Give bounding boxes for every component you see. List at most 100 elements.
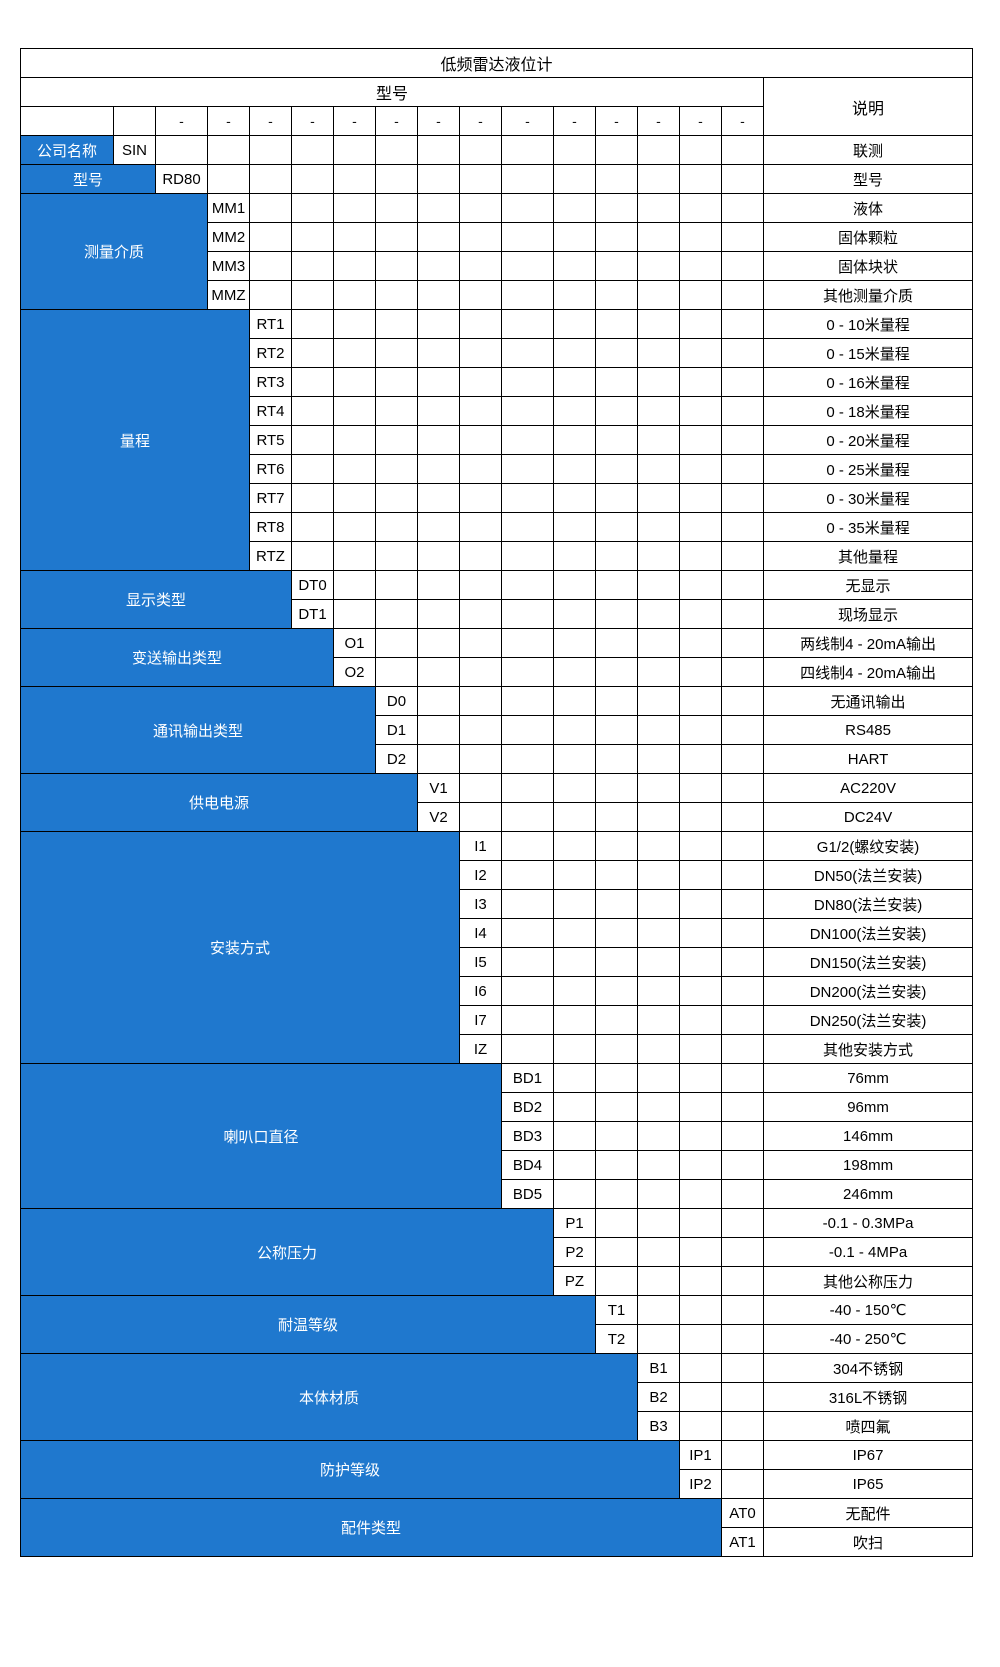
description-cell: 146mm: [762, 1121, 974, 1151]
model-code-blank: [417, 541, 460, 571]
model-code-blank: [637, 280, 680, 310]
model-code-blank: [595, 338, 638, 368]
model-code-blank: [501, 425, 554, 455]
model-code-blank: [721, 860, 764, 890]
table-row: I7 DN250(法兰安装): [21, 1005, 974, 1035]
model-code-cell: B2: [637, 1382, 680, 1412]
model-code-blank: [375, 628, 418, 658]
model-code-blank: [553, 918, 596, 948]
description-cell: DN150(法兰安装): [762, 947, 974, 977]
model-code-blank: [291, 454, 334, 484]
model-code-blank: [291, 541, 334, 571]
model-code-blank: [595, 1063, 638, 1093]
model-code-cell: BD5: [501, 1179, 554, 1209]
description-cell: 0 - 16米量程: [762, 367, 974, 397]
model-code-blank: [501, 802, 554, 832]
model-separator-dash: -: [553, 106, 596, 136]
model-code-blank: [721, 947, 764, 977]
model-code-blank: [553, 135, 596, 165]
table-row: I3 DN80(法兰安装): [21, 889, 974, 919]
model-code-blank: [721, 454, 764, 484]
model-code-blank: [595, 570, 638, 600]
table-row: I2 DN50(法兰安装): [21, 860, 974, 890]
model-code-blank: [679, 367, 722, 397]
model-code-blank: [637, 135, 680, 165]
model-code-blank: [501, 570, 554, 600]
category-label-14: 配件类型: [20, 1498, 722, 1557]
model-code-blank: [721, 1208, 764, 1238]
model-code-blank: [595, 251, 638, 281]
model-code-blank: [333, 425, 376, 455]
model-code-blank: [501, 860, 554, 890]
model-code-blank: [595, 831, 638, 861]
model-code-blank: [721, 1411, 764, 1441]
model-code-blank: [333, 280, 376, 310]
model-code-blank: [679, 1382, 722, 1412]
description-cell: 喷四氟: [762, 1411, 974, 1441]
category-label-1: 型号: [20, 164, 156, 194]
model-code-cell: DT1: [291, 599, 334, 629]
model-code-cell: T2: [595, 1324, 638, 1354]
model-code-blank: [459, 222, 502, 252]
model-code-blank: [595, 715, 638, 745]
model-code-blank: [637, 1150, 680, 1180]
model-code-blank: [417, 425, 460, 455]
model-code-blank: [721, 686, 764, 716]
page-title: 低频雷达液位计: [19, 48, 974, 78]
description-cell: 0 - 25米量程: [762, 454, 974, 484]
model-code-blank: [637, 396, 680, 426]
model-code-blank: [459, 599, 502, 629]
model-code-blank: [417, 164, 460, 194]
model-code-blank: [333, 599, 376, 629]
category-label-11: 耐温等级: [20, 1295, 596, 1354]
model-code-blank: [595, 367, 638, 397]
model-code-blank: [553, 889, 596, 919]
model-code-cell: RT3: [249, 367, 292, 397]
model-code-blank: [501, 164, 554, 194]
model-code-blank: [333, 483, 376, 513]
model-code-blank: [459, 512, 502, 542]
description-cell: 无配件: [762, 1498, 974, 1528]
model-code-blank: [375, 309, 418, 339]
table-row: 显示类型 DT0 无显示: [20, 570, 974, 629]
model-code-blank: [721, 1469, 764, 1499]
model-code-cell: RT2: [249, 338, 292, 368]
model-code-cell: RT8: [249, 512, 292, 542]
model-code-blank: [333, 222, 376, 252]
description-cell: 型号: [762, 164, 974, 194]
model-code-blank: [501, 512, 554, 542]
model-code-blank: [553, 831, 596, 861]
description-cell: 316L不锈钢: [762, 1382, 974, 1412]
model-code-blank: [679, 483, 722, 513]
model-code-blank: [249, 164, 292, 194]
model-code-blank: [553, 280, 596, 310]
model-code-blank: [595, 135, 638, 165]
model-code-blank: [375, 454, 418, 484]
model-code-blank: [501, 367, 554, 397]
model-code-blank: [595, 802, 638, 832]
model-code-blank: [637, 1092, 680, 1122]
model-code-blank: [333, 193, 376, 223]
model-code-blank: [375, 396, 418, 426]
model-code-cell: DT0: [291, 570, 334, 600]
model-code-cell: D2: [375, 744, 418, 774]
model-code-blank: [595, 1266, 638, 1296]
table-row: RTZ 其他量程: [21, 541, 974, 571]
model-code-cell: I1: [459, 831, 502, 861]
table-row: I4 DN100(法兰安装): [21, 918, 974, 948]
model-code-blank: [679, 1353, 722, 1383]
model-code-blank: [595, 454, 638, 484]
table-row: 公称压力 P1 -0.1 - 0.3MPa: [20, 1208, 974, 1296]
model-code-blank: [291, 222, 334, 252]
table-row: 防护等级 IP1 IP67: [20, 1440, 974, 1499]
model-code-blank: [501, 744, 554, 774]
model-code-blank: [553, 628, 596, 658]
model-code-blank: [553, 222, 596, 252]
description-cell: DC24V: [762, 802, 974, 832]
description-cell: 液体: [762, 193, 974, 223]
model-code-blank: [721, 918, 764, 948]
description-column-header: 说明: [762, 77, 974, 136]
description-cell: DN250(法兰安装): [762, 1005, 974, 1035]
model-code-blank: [333, 251, 376, 281]
model-code-blank: [501, 193, 554, 223]
